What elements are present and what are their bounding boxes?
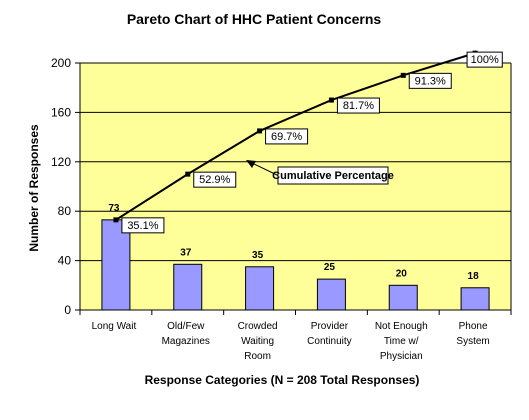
cumulative-label-box — [336, 97, 380, 114]
x-category-label: Crowded — [238, 321, 278, 332]
bar — [101, 219, 131, 311]
cumulative-label-box — [408, 72, 452, 89]
annotation-arrowhead — [246, 160, 256, 168]
cumulative-point — [328, 97, 334, 103]
bar — [316, 278, 346, 311]
cumulative-label: 100% — [471, 54, 499, 66]
bar — [245, 266, 275, 311]
annotation-label: Cumulative Percentage — [272, 170, 394, 182]
y-tick-label: 120 — [51, 155, 71, 169]
chart-title: Pareto Chart of HHC Patient Concerns — [127, 11, 382, 27]
x-category-label: Long Wait — [92, 321, 137, 332]
x-category-label: Old/Few — [167, 321, 205, 332]
cumulative-point — [185, 171, 191, 177]
x-category-label: Physician — [380, 351, 423, 362]
bar-value-label: 35 — [252, 250, 264, 261]
x-category-label: Provider — [311, 321, 349, 332]
cumulative-label: 35.1% — [127, 220, 158, 232]
x-category-label: Room — [244, 351, 271, 362]
bar — [388, 284, 418, 311]
y-tick-label: 200 — [51, 56, 71, 70]
y-tick-label: 80 — [58, 204, 72, 218]
cumulative-label: 52.9% — [199, 174, 230, 186]
bar-value-label: 37 — [180, 247, 192, 258]
cumulative-point — [400, 72, 406, 78]
cumulative-label: 81.7% — [343, 100, 374, 112]
cumulative-label: 69.7% — [271, 131, 302, 143]
x-category-label: Magazines — [162, 336, 210, 347]
y-axis-title: Number of Responses — [27, 124, 41, 252]
bar — [173, 263, 203, 311]
cumulative-point — [113, 217, 119, 223]
x-category-label: Not Enough — [375, 321, 428, 332]
bar-value-label: 25 — [324, 262, 336, 273]
x-axis-title: Response Categories (N = 208 Total Respo… — [145, 373, 420, 387]
x-category-label: Continuity — [307, 336, 351, 347]
x-category-label: System — [456, 336, 489, 347]
bar-value-label: 73 — [108, 203, 120, 214]
y-tick-label: 0 — [64, 303, 71, 317]
x-category-label: Time w/ — [384, 336, 419, 347]
y-tick-label: 160 — [51, 105, 71, 119]
cumulative-point — [257, 128, 263, 134]
cumulative-line — [115, 52, 476, 221]
cumulative-label-box — [265, 128, 309, 145]
x-category-label: Phone — [459, 321, 488, 332]
bar — [460, 287, 490, 311]
cumulative-label-box — [466, 51, 503, 68]
bar-value-label: 18 — [468, 271, 480, 282]
cumulative-label-box — [193, 171, 237, 188]
cumulative-label: 91.3% — [415, 75, 446, 87]
annotation-arrow — [249, 161, 279, 176]
cumulative-label-box — [121, 217, 165, 234]
x-category-label: Waiting — [241, 336, 274, 347]
plot-area — [80, 63, 511, 310]
bar-value-label: 20 — [396, 268, 408, 279]
y-tick-label: 40 — [58, 254, 72, 268]
